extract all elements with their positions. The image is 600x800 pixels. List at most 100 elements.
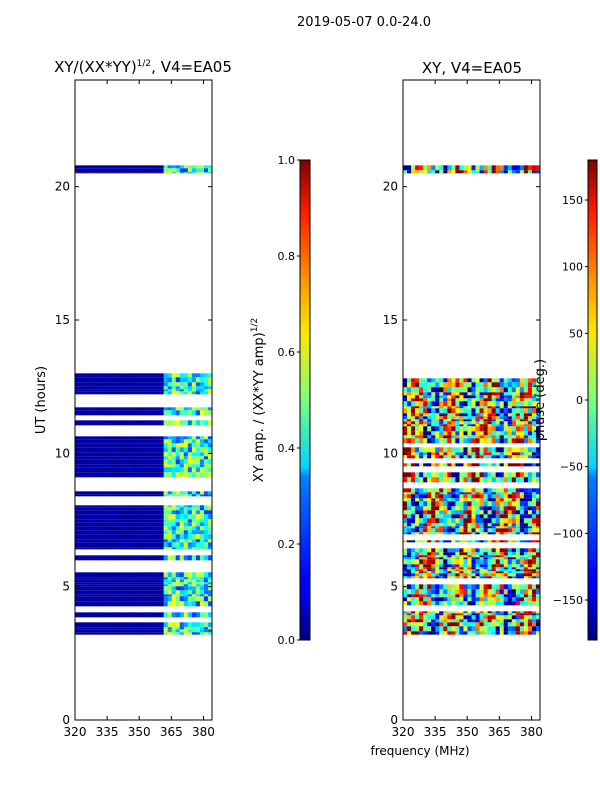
heatmap-cell [527,401,533,407]
heatmap-cell [499,589,505,595]
heatmap-cell [535,532,541,535]
heatmap-cell [179,577,185,580]
heatmap-cell [75,594,80,597]
heatmap-cell [535,557,541,560]
heatmap-cell [515,571,521,574]
heatmap-cell [175,168,181,173]
heatmap-cell [91,165,96,169]
heatmap-cell [531,518,537,524]
heatmap-cell [111,539,116,543]
heatmap-cell [431,615,436,620]
heatmap-cell [135,436,140,440]
heatmap-cell [91,456,96,460]
heatmap-cell [439,435,444,439]
heatmap-cell [527,589,533,595]
heatmap-cell [107,547,112,550]
heatmap-cell [75,464,80,468]
heatmap-cell [443,378,448,383]
heatmap-cell [523,589,529,595]
heatmap-cell [75,447,80,453]
heatmap-cell [123,582,128,585]
heatmap-cell [515,488,521,493]
heatmap-cell [195,622,201,628]
heatmap-cell [171,514,177,520]
heatmap-cell [79,386,84,390]
heatmap-cell [207,582,213,585]
heatmap-cell [171,526,177,531]
heatmap-cell [503,594,509,598]
heatmap-cell [147,373,152,378]
heatmap-cell [203,382,209,387]
heatmap-cell [143,505,148,508]
heatmap-cell [479,431,484,436]
heatmap-cell [163,447,168,453]
heatmap-cell [151,507,156,511]
heatmap-cell [207,447,213,453]
heatmap-cell [487,165,492,171]
heatmap-cell [475,165,480,171]
heatmap-cell [407,573,412,577]
heatmap-cell [511,406,517,409]
heatmap-cell [499,567,505,570]
heatmap-cell [179,519,185,523]
heatmap-cell [471,523,476,527]
heatmap-cell [419,589,424,595]
heatmap-cell [187,612,193,618]
heatmap-cell [83,594,88,597]
heatmap-cell [467,424,472,427]
heatmap-cell [163,168,168,173]
heatmap-cell [199,420,205,426]
heatmap-cell [515,594,521,598]
heatmap-cell [91,590,96,595]
heatmap-cell [507,564,513,568]
heatmap-cell [175,377,181,383]
heatmap-cell [535,523,541,527]
heatmap-cell [95,459,100,465]
heatmap-cell [135,377,140,383]
heatmap-cell [419,615,424,620]
heatmap-cell [123,505,128,508]
heatmap-cell [103,596,108,602]
heatmap-cell [119,534,124,540]
heatmap-cell [147,522,152,527]
heatmap-cell [531,569,537,572]
heatmap-cell [531,576,537,579]
heatmap-cell [407,413,412,417]
heatmap-cell [483,488,488,493]
heatmap-cell [531,567,537,570]
heatmap-cell [483,615,488,620]
heatmap-cell [95,629,100,633]
heatmap-cell [479,387,484,393]
heatmap-cell [479,532,484,535]
heatmap-cell [519,424,525,427]
heatmap-cell [191,584,197,587]
heatmap-cell [167,510,173,515]
heatmap-cell [527,518,533,524]
heatmap-cell [487,611,492,614]
heatmap-cell [471,597,476,602]
heatmap-cell [127,172,132,174]
heatmap-cell [179,439,185,444]
heatmap-cell [131,586,136,591]
heatmap-cell [471,552,476,556]
heatmap-cell [495,601,501,606]
heatmap-cell [479,506,484,511]
heatmap-cell [207,510,213,515]
heatmap-cell [455,631,460,635]
heatmap-cell [87,572,92,578]
heatmap-cell [455,594,460,598]
heatmap-cell [495,416,501,420]
heatmap-cell [411,571,416,574]
heatmap-cell [207,542,213,548]
heatmap-cell [123,443,128,448]
heatmap-cell [467,416,472,420]
heatmap-cell [199,572,205,578]
heatmap-cell [487,477,492,483]
heatmap-cell [523,523,529,527]
heatmap-cell [459,416,464,420]
heatmap-cell [479,555,484,558]
heatmap-cell [83,165,88,169]
heatmap-cell [535,498,541,502]
heatmap-cell [419,567,424,570]
heatmap-cell [131,389,136,392]
